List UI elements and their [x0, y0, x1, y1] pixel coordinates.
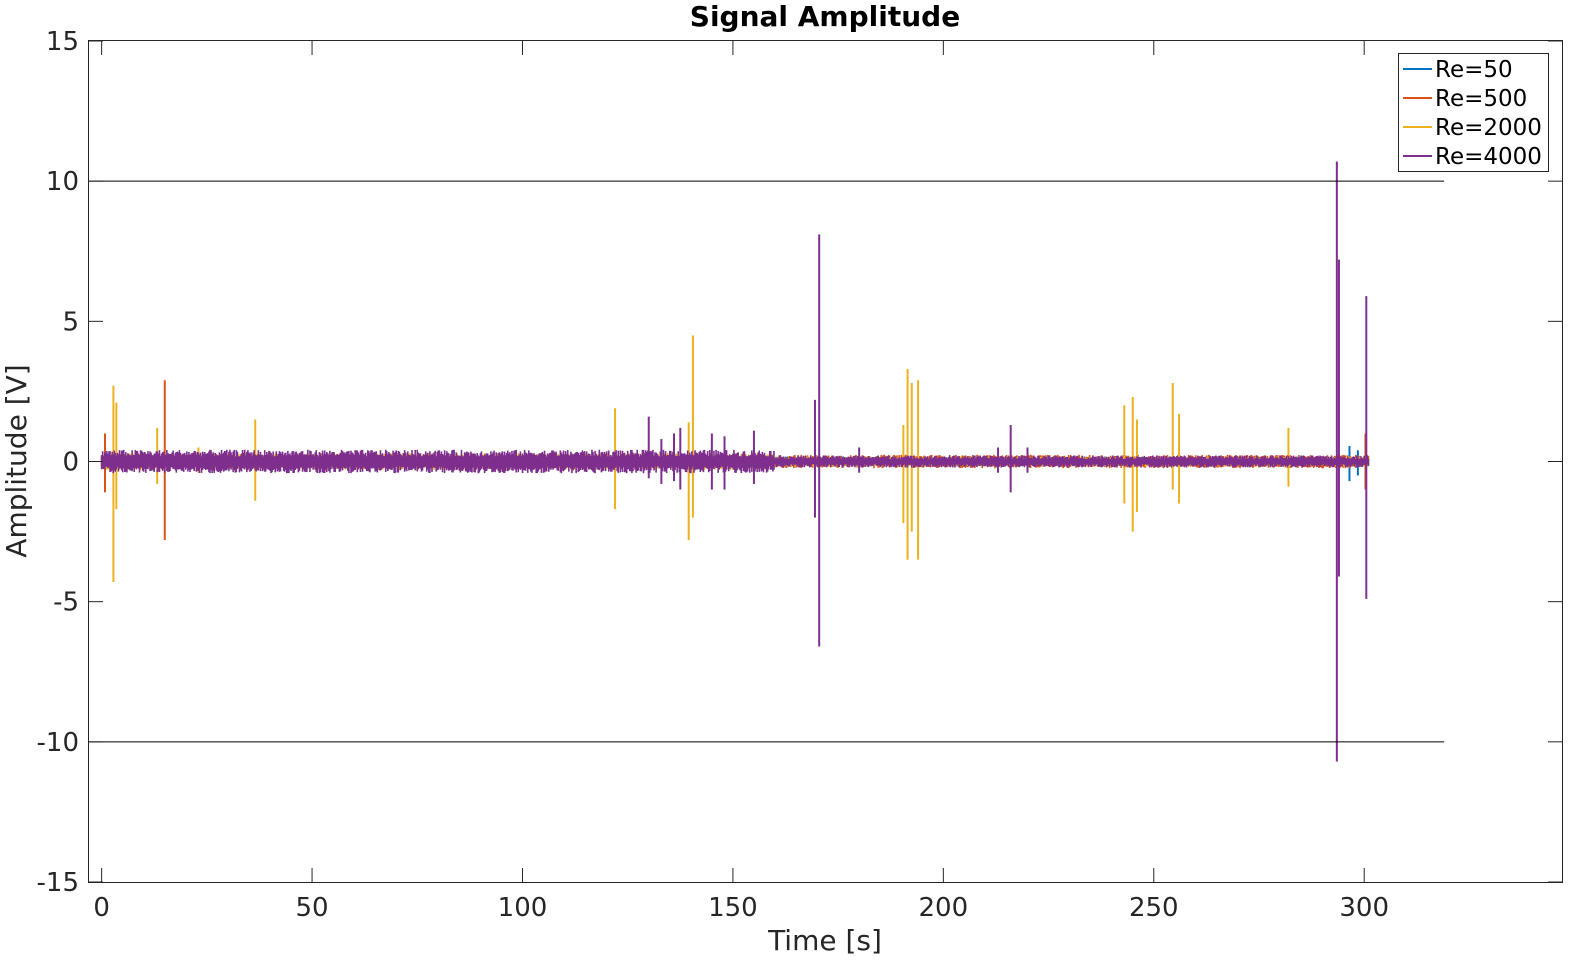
x-tick-label: 300 — [1339, 893, 1389, 923]
series-re-4000 — [100, 161, 1370, 762]
x-tick-label: 250 — [1129, 893, 1179, 923]
x-tick-label: 200 — [919, 893, 969, 923]
legend-entry: Re=500 — [1403, 86, 1527, 112]
x-axis-label: Time [s] — [767, 924, 882, 957]
legend: Re=50 Re=500 Re=2000 Re=4000 — [1398, 53, 1549, 172]
legend-entry: Re=2000 — [1403, 115, 1542, 141]
legend-label: Re=500 — [1435, 86, 1527, 112]
legend-entry: Re=50 — [1403, 57, 1513, 83]
y-tick-label: 15 — [46, 27, 79, 57]
x-tick-label: 50 — [296, 893, 329, 923]
series-noise — [100, 449, 1370, 474]
x-tick-label: 0 — [93, 893, 110, 923]
y-tick-label: 5 — [62, 307, 79, 337]
chart-title: Signal Amplitude — [690, 0, 960, 33]
y-tick-label: 0 — [62, 448, 79, 478]
legend-entry: Re=4000 — [1403, 144, 1542, 170]
legend-box — [1398, 53, 1549, 172]
legend-label: Re=4000 — [1435, 144, 1542, 170]
x-tick-label: 150 — [708, 893, 758, 923]
y-tick-label: 10 — [46, 167, 79, 197]
reference-lines — [89, 180, 1445, 743]
x-tick-label: 100 — [498, 893, 548, 923]
legend-label: Re=50 — [1435, 57, 1513, 83]
axis-ticks: 0 50 100 150 200 250 300 -15 -10 -5 0 5 10 15 — [37, 27, 1562, 923]
y-axis-label: Amplitude [V] — [0, 364, 33, 557]
y-tick-label: -10 — [37, 728, 79, 758]
series-layer — [100, 161, 1370, 762]
y-tick-label: -5 — [53, 588, 79, 618]
y-tick-label: -15 — [37, 868, 79, 898]
legend-label: Re=2000 — [1435, 115, 1542, 141]
